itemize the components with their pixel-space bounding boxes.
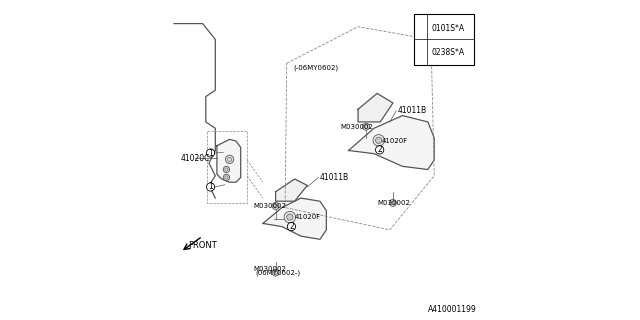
Circle shape — [376, 146, 384, 154]
Polygon shape — [349, 116, 434, 170]
Text: 2: 2 — [377, 145, 382, 154]
Text: M030002: M030002 — [340, 124, 374, 130]
Polygon shape — [263, 198, 326, 239]
Circle shape — [272, 269, 279, 276]
Circle shape — [362, 123, 369, 130]
Circle shape — [287, 214, 293, 220]
FancyBboxPatch shape — [413, 14, 474, 65]
Text: M030002: M030002 — [377, 200, 410, 206]
Text: 1: 1 — [208, 182, 213, 191]
Polygon shape — [217, 140, 241, 182]
Circle shape — [417, 49, 424, 55]
Text: 41011B: 41011B — [397, 106, 427, 115]
Text: (-06MY0602): (-06MY0602) — [293, 65, 338, 71]
Circle shape — [284, 212, 296, 223]
Circle shape — [390, 199, 396, 206]
Circle shape — [207, 183, 214, 191]
Circle shape — [287, 222, 296, 231]
Circle shape — [373, 135, 385, 146]
Circle shape — [223, 174, 230, 180]
Circle shape — [225, 155, 234, 164]
Text: FRONT: FRONT — [188, 241, 217, 250]
Text: 0101S*A: 0101S*A — [431, 24, 464, 33]
Polygon shape — [358, 93, 393, 122]
Text: 0238S*A: 0238S*A — [431, 48, 464, 57]
Circle shape — [417, 25, 424, 31]
Text: M030002: M030002 — [253, 267, 286, 272]
Text: 2: 2 — [418, 49, 422, 55]
Circle shape — [223, 166, 230, 173]
Text: 41020F: 41020F — [382, 138, 408, 144]
Text: (06MY0602-): (06MY0602-) — [255, 269, 300, 276]
Text: 1: 1 — [208, 148, 213, 157]
Text: 1: 1 — [418, 25, 422, 31]
Circle shape — [376, 137, 382, 143]
Text: 2: 2 — [289, 222, 294, 231]
Text: 41020F: 41020F — [294, 214, 321, 220]
Text: 41020C: 41020C — [180, 154, 210, 163]
Text: 41011B: 41011B — [320, 173, 349, 182]
Polygon shape — [276, 179, 307, 201]
Text: M030002: M030002 — [253, 203, 286, 209]
Circle shape — [272, 203, 279, 210]
Text: A410001199: A410001199 — [428, 305, 477, 314]
Circle shape — [207, 149, 214, 157]
